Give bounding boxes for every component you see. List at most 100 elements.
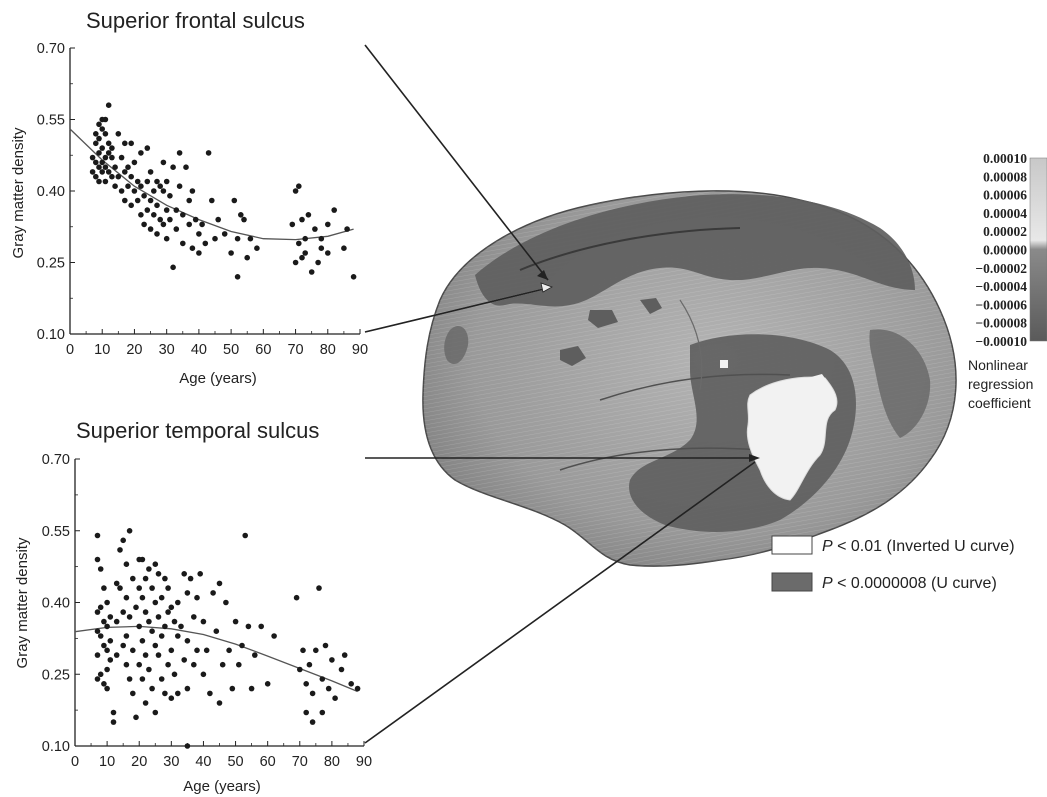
- plot1-data-point: [138, 150, 144, 156]
- plot1-data-point: [241, 216, 247, 223]
- colorbar-tick-label: −0.00008: [975, 316, 1027, 331]
- plot1-data-point: [102, 116, 109, 123]
- plot1-data-point: [96, 164, 102, 170]
- plot2-data-point: [142, 700, 149, 706]
- plot1-data-point: [128, 202, 134, 209]
- plot1-data-point: [189, 188, 196, 194]
- plot1-data-point: [96, 150, 102, 156]
- plot2-data-point: [158, 633, 165, 639]
- colorbar-tick-label: 0.00006: [983, 188, 1027, 203]
- plot2-data-point: [149, 628, 155, 634]
- plot2-data-point: [139, 556, 146, 563]
- plot2-data-point: [181, 657, 187, 663]
- colorbar: 0.00010 0.00008 0.00006 0.00004 0.00002 0.000…: [968, 151, 1047, 411]
- plot2-data-point: [184, 685, 191, 692]
- plot2-data-point: [152, 561, 159, 567]
- plot2-x-tick-label: 70: [292, 754, 308, 770]
- plot2-data-point: [354, 685, 361, 692]
- plot1-data-point: [292, 188, 299, 194]
- plot1-data-point: [312, 226, 318, 232]
- plot2-data-point: [248, 685, 255, 692]
- plot2-data-point: [325, 685, 332, 692]
- plot1-data-point: [134, 197, 141, 204]
- plot1-data-point: [183, 164, 189, 170]
- plot2-data-point: [120, 642, 126, 649]
- colorbar-caption-1: Nonlinear: [968, 357, 1028, 373]
- plot2-y-tick-label: 0.55: [42, 524, 70, 540]
- plot1-data-point: [196, 250, 202, 256]
- plot1-data-point: [125, 183, 131, 189]
- plot2-data-point: [104, 623, 110, 630]
- plot2-data-point: [136, 585, 142, 591]
- plot1-y-tick-label: 0.40: [37, 184, 65, 200]
- plot2-data-point: [155, 652, 162, 658]
- plot1-data-point: [109, 145, 115, 151]
- dark-region-posterior: [444, 325, 469, 365]
- plot2-data-point: [178, 623, 184, 630]
- plot1-data-point: [299, 254, 305, 261]
- plot1-data-point: [151, 188, 157, 194]
- plot2-data-point: [123, 661, 130, 668]
- plot1-data-point: [160, 188, 167, 194]
- plot1-data-point: [163, 235, 170, 242]
- plot2-data-point: [149, 685, 155, 692]
- colorbar-caption-2: regression: [968, 376, 1033, 392]
- plot2-data-point: [94, 532, 101, 539]
- plot2-data-point: [136, 623, 142, 630]
- plot2-data-point: [126, 614, 133, 620]
- plot1-data-point: [109, 154, 115, 161]
- plot2-x-tick-label: 0: [71, 754, 79, 770]
- plot2-data-point: [232, 618, 239, 625]
- plot2-data-point: [329, 657, 335, 663]
- plot2-data-point: [175, 599, 181, 606]
- plot2-data-point: [226, 647, 232, 654]
- colorbar-tick-labels: 0.00010 0.00008 0.00006 0.00004 0.00002 0.000…: [975, 151, 1027, 349]
- plot2-data-point: [322, 642, 329, 649]
- plot1-data-point: [96, 121, 102, 128]
- dark-patch-2: [560, 346, 586, 366]
- plot1-data-point: [215, 216, 221, 223]
- plot1-data-point: [128, 173, 134, 180]
- plot2-x-tick-label: 90: [356, 754, 372, 770]
- plot2-x-tick-label: 50: [227, 754, 243, 770]
- plot1-x-tick-label: 30: [159, 342, 175, 358]
- plot1-data-point: [170, 264, 176, 271]
- colorbar-tick-label: 0.00002: [983, 224, 1027, 239]
- plot1-data-point: [173, 226, 180, 232]
- plot2-data-point: [297, 666, 303, 673]
- plot2-data-point: [117, 547, 123, 553]
- plot2-data-point: [216, 580, 223, 587]
- plot1-data-point: [341, 245, 347, 251]
- plot1-data-point: [141, 221, 147, 228]
- plot2-data-point: [113, 652, 120, 658]
- plot1-data-point: [93, 131, 99, 137]
- plot1-data-point: [105, 102, 112, 108]
- significance-legend: P < 0.01 (Inverted U curve) P < 0.000000…: [771, 535, 1015, 592]
- plot1-data-point: [350, 274, 357, 280]
- plot2-data-point: [168, 604, 175, 611]
- plot2-data-point: [229, 685, 236, 692]
- pointer-frontal-top: [364, 44, 549, 281]
- plot1-data-point: [99, 126, 105, 132]
- plot1-data-point: [93, 159, 99, 166]
- plot2-data-point: [184, 743, 191, 749]
- plot2-data-point: [158, 676, 165, 682]
- plot1-data-point: [112, 183, 118, 189]
- plot2-data-point: [165, 661, 171, 668]
- colorbar-tick-label: −0.00010: [975, 334, 1027, 349]
- plot2-data-point: [142, 575, 149, 582]
- plot2-data-point: [309, 719, 316, 725]
- plot1-ylabel: Gray matter density: [10, 127, 27, 258]
- plot2-data-point: [168, 647, 175, 654]
- dark-region-frontal: [475, 194, 915, 307]
- plot1-data-point: [144, 178, 151, 185]
- plot2-data-point: [313, 647, 319, 654]
- plot1-data-point: [205, 150, 212, 156]
- plot2-data-point: [97, 633, 104, 639]
- plot2-data-point: [94, 652, 101, 658]
- plot2-data-point: [191, 661, 197, 668]
- plot1-data-point: [109, 173, 115, 180]
- plot2-data-point: [213, 628, 220, 634]
- plot1-x-tick-label: 60: [255, 342, 271, 358]
- plot2-data-point: [136, 661, 142, 668]
